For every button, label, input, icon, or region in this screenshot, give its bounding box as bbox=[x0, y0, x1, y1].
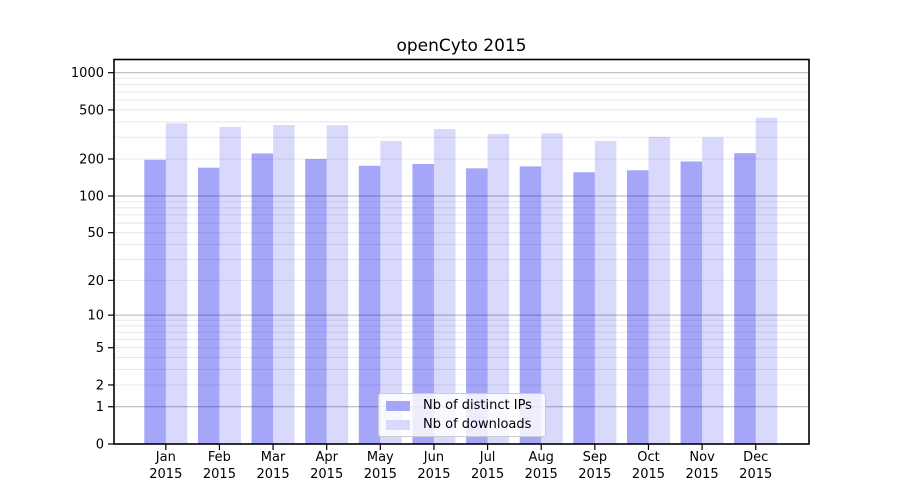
bar-nb-of-downloads-oct-2015 bbox=[648, 136, 670, 444]
bar-nb-of-downloads-dec-2015 bbox=[755, 117, 778, 444]
bar-nb-of-downloads-jun-2015 bbox=[433, 129, 456, 444]
bar-nb-of-downloads-jul-2015 bbox=[487, 133, 510, 445]
x-tick-label-jul-2015: Jul 2015 bbox=[471, 450, 504, 482]
y-tick-label-100: 100 bbox=[79, 189, 104, 204]
bar-nb-of-distinct-ips-feb-2015 bbox=[197, 167, 220, 444]
bar-nb-of-distinct-ips-jun-2015 bbox=[412, 164, 434, 445]
x-tick-label-mar-2015: Mar 2015 bbox=[257, 450, 290, 482]
legend-swatch-distinct-ips bbox=[386, 400, 410, 411]
y-tick-label-0: 0 bbox=[96, 438, 104, 453]
y-tick-label-2: 2 bbox=[96, 378, 104, 393]
bar-nb-of-downloads-sep-2015 bbox=[594, 140, 617, 444]
x-tick-label-jan-2015: Jan 2015 bbox=[149, 450, 182, 482]
y-tick-label-10: 10 bbox=[87, 309, 104, 324]
y-tick-label-1: 1 bbox=[96, 400, 104, 415]
y-tick-label-500: 500 bbox=[79, 103, 104, 118]
y-tick-label-5: 5 bbox=[96, 341, 104, 356]
bar-nb-of-distinct-ips-jan-2015 bbox=[144, 159, 166, 444]
bar-nb-of-downloads-feb-2015 bbox=[219, 126, 241, 444]
bar-nb-of-downloads-mar-2015 bbox=[273, 125, 295, 444]
x-tick-label-apr-2015: Apr 2015 bbox=[310, 450, 343, 482]
x-tick-label-nov-2015: Nov 2015 bbox=[686, 450, 719, 482]
bar-nb-of-downloads-aug-2015 bbox=[541, 133, 563, 444]
y-tick-label-50: 50 bbox=[87, 226, 104, 241]
x-tick-label-aug-2015: Aug 2015 bbox=[525, 450, 558, 482]
x-tick-label-oct-2015: Oct 2015 bbox=[632, 450, 665, 482]
legend-item-downloads: Nb of downloads bbox=[386, 417, 545, 432]
bar-nb-of-distinct-ips-dec-2015 bbox=[734, 153, 756, 445]
bar-nb-of-distinct-ips-nov-2015 bbox=[680, 161, 703, 444]
legend-label-downloads: Nb of downloads bbox=[423, 417, 532, 432]
bar-nb-of-downloads-apr-2015 bbox=[326, 125, 349, 444]
x-tick-label-jun-2015: Jun 2015 bbox=[417, 450, 450, 482]
bar-nb-of-distinct-ips-sep-2015 bbox=[573, 172, 595, 444]
y-tick-label-200: 200 bbox=[79, 152, 104, 167]
y-tick-label-1000: 1000 bbox=[71, 66, 104, 81]
x-tick-label-sep-2015: Sep 2015 bbox=[578, 450, 611, 482]
x-tick-label-may-2015: May 2015 bbox=[364, 450, 397, 482]
bar-nb-of-distinct-ips-may-2015 bbox=[358, 165, 381, 445]
legend-label-distinct-ips: Nb of distinct IPs bbox=[423, 398, 532, 413]
bar-nb-of-downloads-nov-2015 bbox=[702, 137, 724, 444]
bar-nb-of-downloads-jan-2015 bbox=[165, 123, 188, 444]
bar-nb-of-distinct-ips-apr-2015 bbox=[305, 158, 327, 444]
y-tick-label-20: 20 bbox=[87, 274, 104, 289]
bar-nb-of-downloads-may-2015 bbox=[380, 140, 402, 444]
x-tick-label-dec-2015: Dec 2015 bbox=[739, 450, 772, 482]
bar-nb-of-distinct-ips-jul-2015 bbox=[466, 168, 488, 445]
bar-nb-of-distinct-ips-aug-2015 bbox=[519, 166, 542, 444]
legend-swatch-downloads bbox=[386, 419, 410, 430]
bar-nb-of-distinct-ips-mar-2015 bbox=[251, 153, 274, 444]
plot-frame bbox=[113, 58, 810, 445]
legend-item-distinct-ips: Nb of distinct IPs bbox=[386, 398, 545, 413]
x-tick-label-feb-2015: Feb 2015 bbox=[203, 450, 236, 482]
chart-title: openCyto 2015 bbox=[396, 36, 527, 56]
bar-nb-of-distinct-ips-oct-2015 bbox=[626, 170, 649, 444]
legend: Nb of distinct IPs Nb of downloads bbox=[378, 393, 546, 437]
